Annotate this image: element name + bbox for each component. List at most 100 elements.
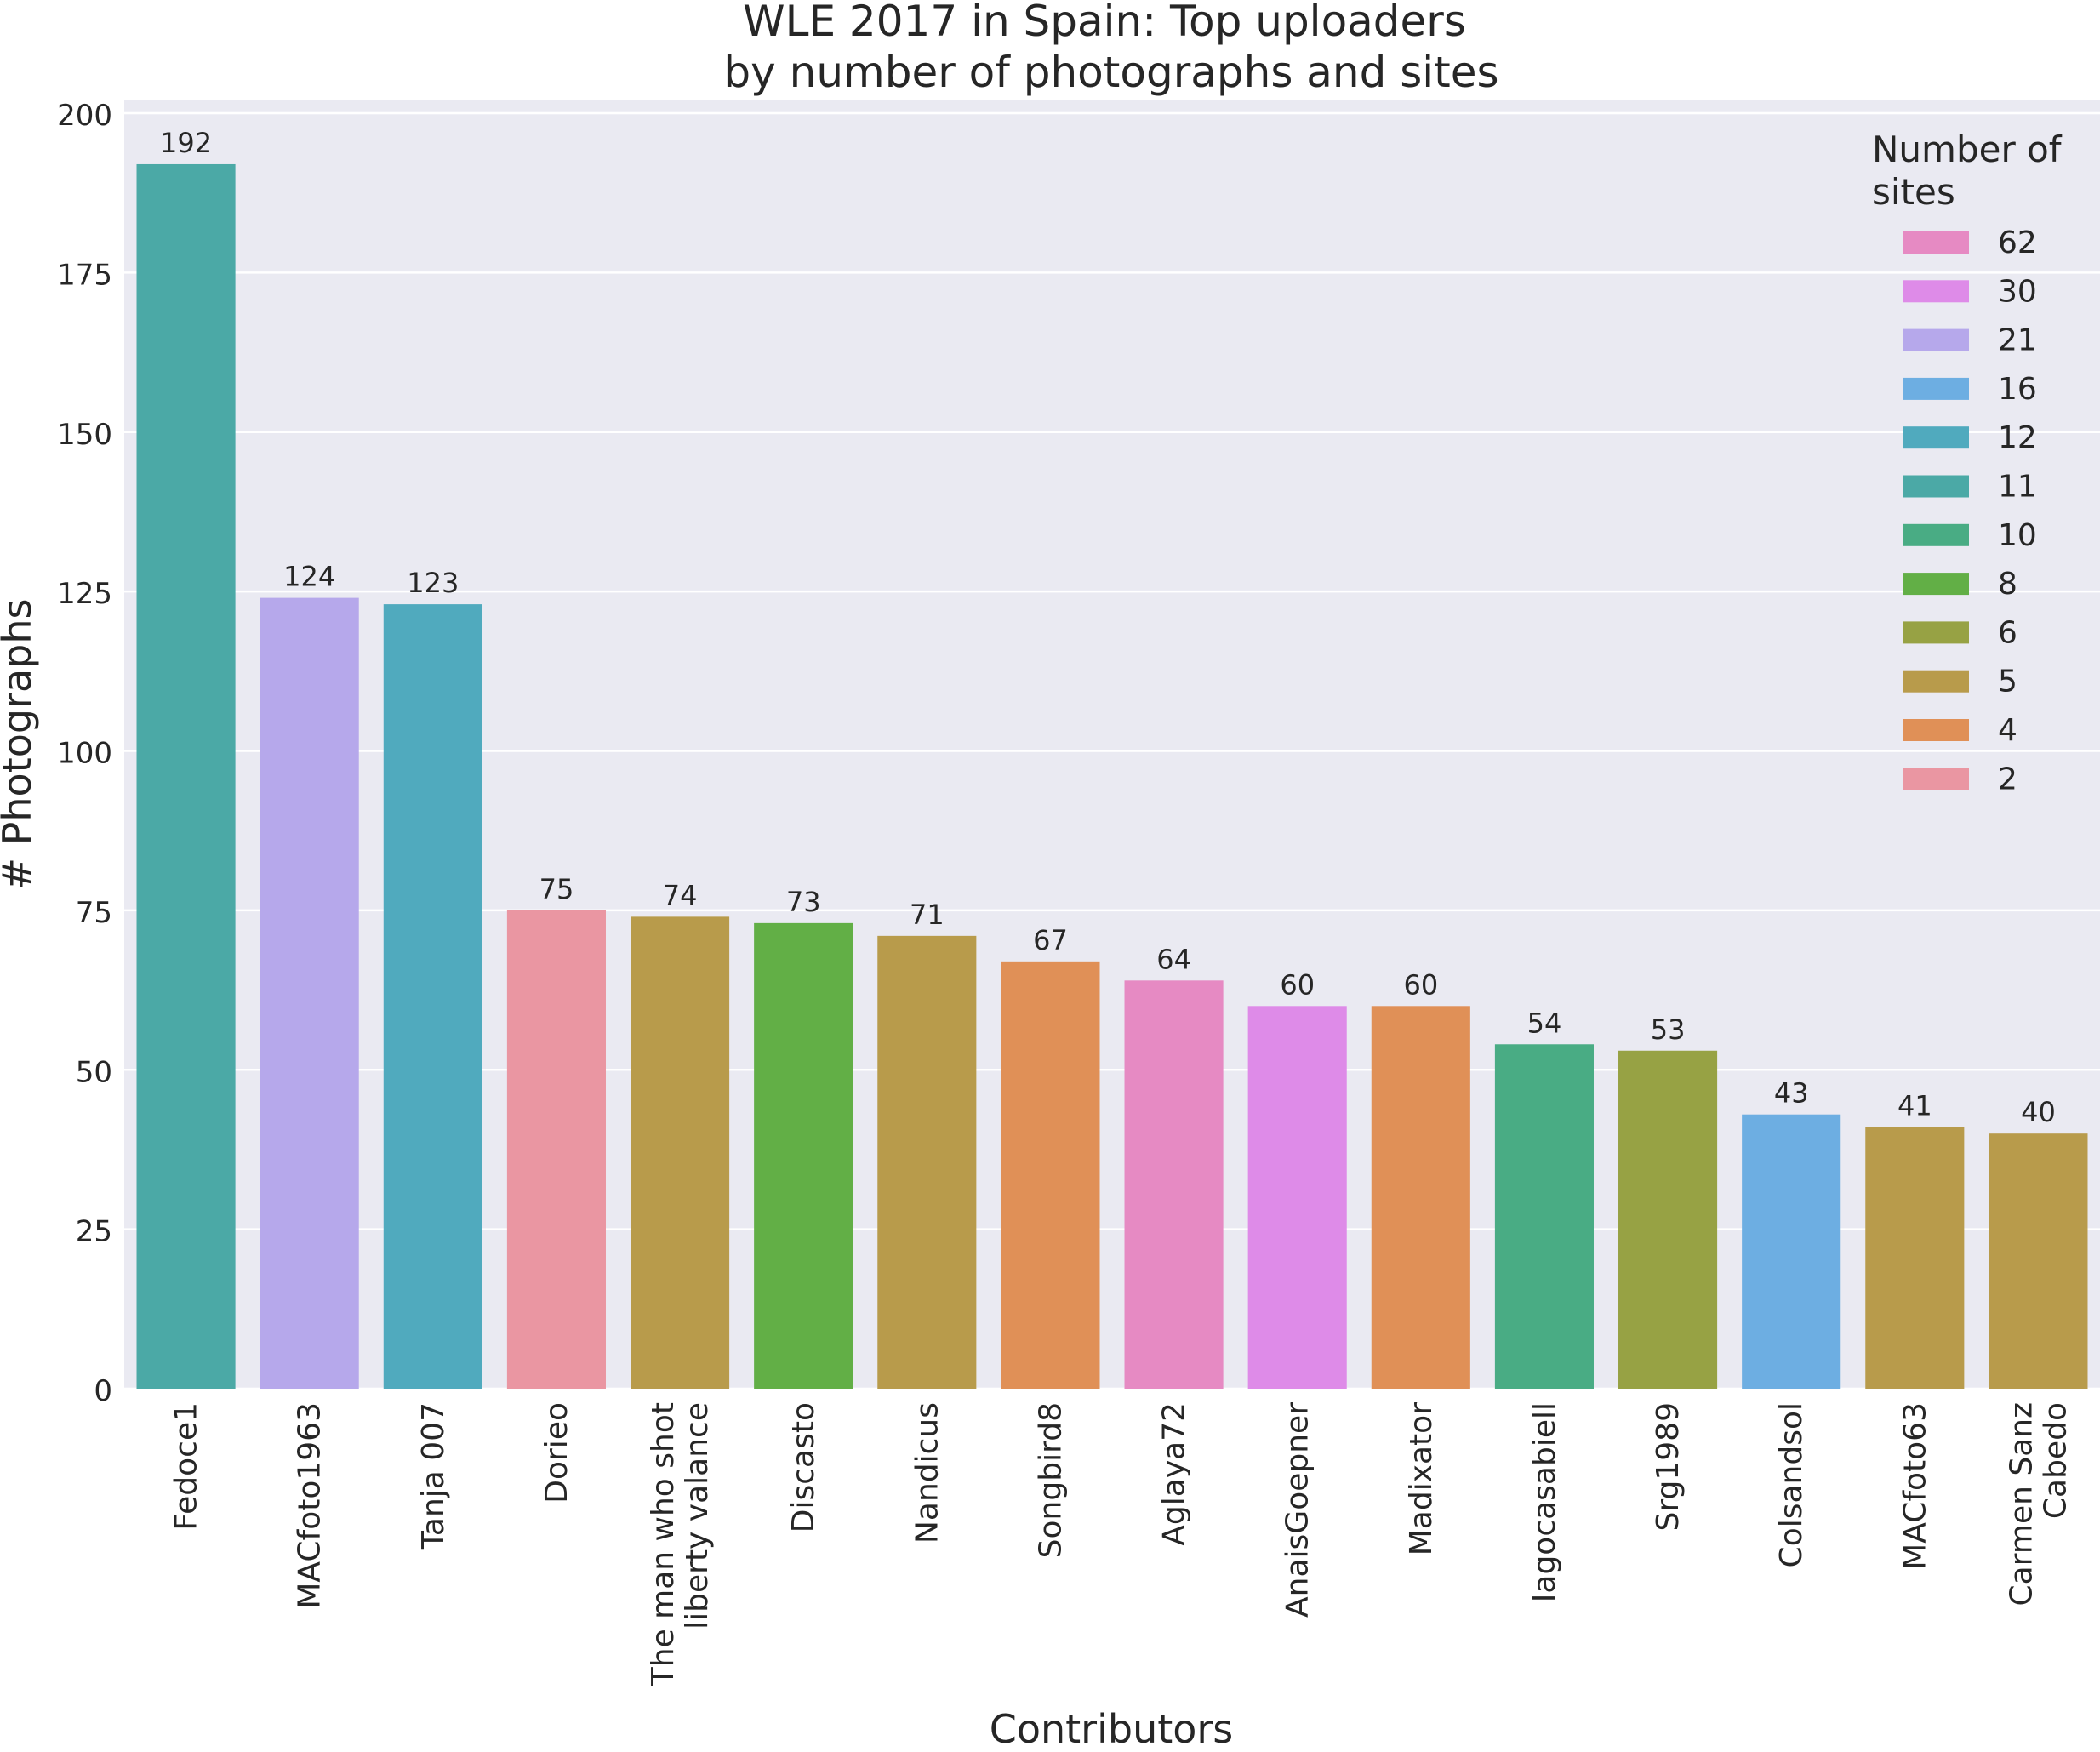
- x-tick-label: The man who shot liberty valance: [646, 1402, 715, 1686]
- y-tick-labels: 0 25 50 75 100 125 150 175 200: [57, 99, 112, 1408]
- bar: [383, 604, 482, 1389]
- bar: [506, 910, 606, 1389]
- x-tick-label-line: Nandicus: [910, 1402, 944, 1544]
- bar: [1742, 1114, 1841, 1389]
- x-tick-label: Tanja 007: [416, 1402, 451, 1550]
- legend-entry-label: 5: [1998, 665, 2017, 699]
- legend-entry-label: 12: [1998, 420, 2037, 455]
- bar: [1865, 1127, 1965, 1389]
- legend-swatch: [1903, 328, 1969, 351]
- legend-swatch: [1903, 719, 1969, 741]
- y-tick-label: 0: [94, 1374, 112, 1408]
- x-tick-label-line: The man who shot: [646, 1402, 681, 1686]
- x-tick-label: Madixator: [1404, 1402, 1439, 1555]
- bar: [260, 597, 359, 1389]
- bar-value-label: 41: [1897, 1090, 1932, 1122]
- legend-swatch: [1903, 670, 1969, 693]
- legend-swatch: [1903, 768, 1969, 790]
- x-tick-label-line: Aglaya72: [1157, 1402, 1192, 1546]
- legend-entry-label: 4: [1998, 713, 2017, 748]
- x-tick-label-line: Srg1989: [1651, 1402, 1686, 1532]
- x-tick-label: Dorieo: [539, 1402, 574, 1504]
- x-tick-label-line: Fedoce1: [169, 1402, 204, 1531]
- y-tick-label: 125: [57, 577, 112, 611]
- x-tick-label-line: Cabedo: [2038, 1402, 2073, 1519]
- bar-value-label: 67: [1033, 924, 1068, 956]
- x-tick-label: Nandicus: [910, 1402, 944, 1544]
- bar-value-label: 192: [160, 127, 212, 159]
- bar: [631, 916, 730, 1389]
- x-tick-label-line: Colsandsol: [1774, 1402, 1809, 1567]
- x-tick-label: Aglaya72: [1157, 1402, 1192, 1546]
- bar-value-label: 60: [1280, 968, 1315, 1001]
- legend-entry-label: 6: [1998, 615, 2017, 650]
- x-tick-label-line: Madixator: [1404, 1402, 1439, 1555]
- bar: [1247, 1006, 1347, 1389]
- legend-entry-label: 62: [1998, 225, 2037, 260]
- bar-value-label: 74: [663, 879, 698, 911]
- bar: [136, 163, 236, 1390]
- bar: [1989, 1133, 2088, 1389]
- legend-swatch: [1903, 377, 1969, 400]
- bar: [877, 935, 977, 1389]
- x-tick-label: AnaisGoepner: [1281, 1402, 1315, 1618]
- legend-swatch: [1903, 280, 1969, 303]
- bar: [1618, 1050, 1718, 1389]
- legend-swatch: [1903, 573, 1969, 596]
- x-tick-label: MACfoto63: [1897, 1402, 1932, 1570]
- x-tick-label-line: Discasto: [786, 1402, 821, 1532]
- bar-value-label: 40: [2021, 1096, 2056, 1128]
- x-tick-label-line: Iagocasabiell: [1527, 1402, 1562, 1602]
- x-tick-label: Srg1989: [1651, 1402, 1686, 1532]
- bars: [136, 163, 2088, 1390]
- bar-value-label: 43: [1774, 1077, 1809, 1110]
- y-tick-label: 150: [57, 418, 112, 452]
- y-tick-label: 75: [76, 896, 112, 930]
- legend: Number of sites 62 30 21 16 12 11 10 8 6 5 4 2: [1872, 128, 2073, 796]
- legend-entry-label: 30: [1998, 274, 2037, 309]
- x-tick-label: Discasto: [786, 1402, 821, 1532]
- y-tick-label: 175: [57, 258, 112, 292]
- bar-value-label: 75: [539, 873, 574, 905]
- chart-title-line-2: by number of photographs and sites: [723, 48, 1498, 97]
- y-tick-label: 25: [76, 1215, 112, 1249]
- x-tick-label: Songbird8: [1033, 1402, 1068, 1558]
- legend-title-line-2: sites: [1872, 171, 1955, 213]
- y-tick-label: 200: [57, 99, 112, 133]
- legend-swatch: [1903, 426, 1969, 449]
- bar: [1371, 1006, 1470, 1389]
- x-axis-label: Contributors: [990, 1706, 1234, 1752]
- x-tick-label-line: MACfoto63: [1897, 1402, 1932, 1570]
- legend-entry-label: 8: [1998, 567, 2017, 602]
- x-tick-label: Fedoce1: [169, 1402, 204, 1531]
- chart-title-line-1: WLE 2017 in Spain: Top uploaders: [743, 0, 1466, 46]
- legend-swatch: [1903, 231, 1969, 254]
- legend-entry-label: 10: [1998, 518, 2037, 553]
- bar-value-label: 124: [283, 561, 335, 593]
- x-tick-label: Iagocasabiell: [1527, 1402, 1562, 1602]
- legend-swatch: [1903, 621, 1969, 644]
- bar-value-label: 73: [786, 886, 821, 918]
- x-tick-labels: Fedoce1 MACfoto1963 Tanja 007 Dorieo The man…: [169, 1402, 2074, 1686]
- legend-title: Number of sites: [1872, 128, 2073, 213]
- x-tick-label-line: liberty valance: [680, 1402, 715, 1629]
- bar-value-label: 60: [1403, 968, 1438, 1001]
- x-tick-label-line: Dorieo: [539, 1402, 574, 1504]
- bar-value-label: 64: [1156, 943, 1191, 975]
- legend-swatch: [1903, 475, 1969, 498]
- x-tick-label-line: Carmen Sanz: [2004, 1402, 2039, 1606]
- x-tick-label-line: Tanja 007: [416, 1402, 451, 1550]
- legend-title-line-1: Number of: [1872, 128, 2063, 170]
- chart-title: WLE 2017 in Spain: Top uploaders by numb…: [723, 0, 1498, 97]
- bar: [1124, 980, 1224, 1389]
- y-tick-label: 100: [57, 737, 112, 771]
- legend-entry-label: 21: [1998, 323, 2037, 358]
- y-tick-label: 50: [76, 1055, 112, 1089]
- bar-value-label: 54: [1527, 1007, 1562, 1039]
- bar: [1001, 961, 1100, 1389]
- legend-swatch: [1903, 523, 1969, 546]
- legend-entry-label: 16: [1998, 372, 2037, 407]
- bar: [754, 922, 853, 1389]
- x-tick-label: Colsandsol: [1774, 1402, 1809, 1567]
